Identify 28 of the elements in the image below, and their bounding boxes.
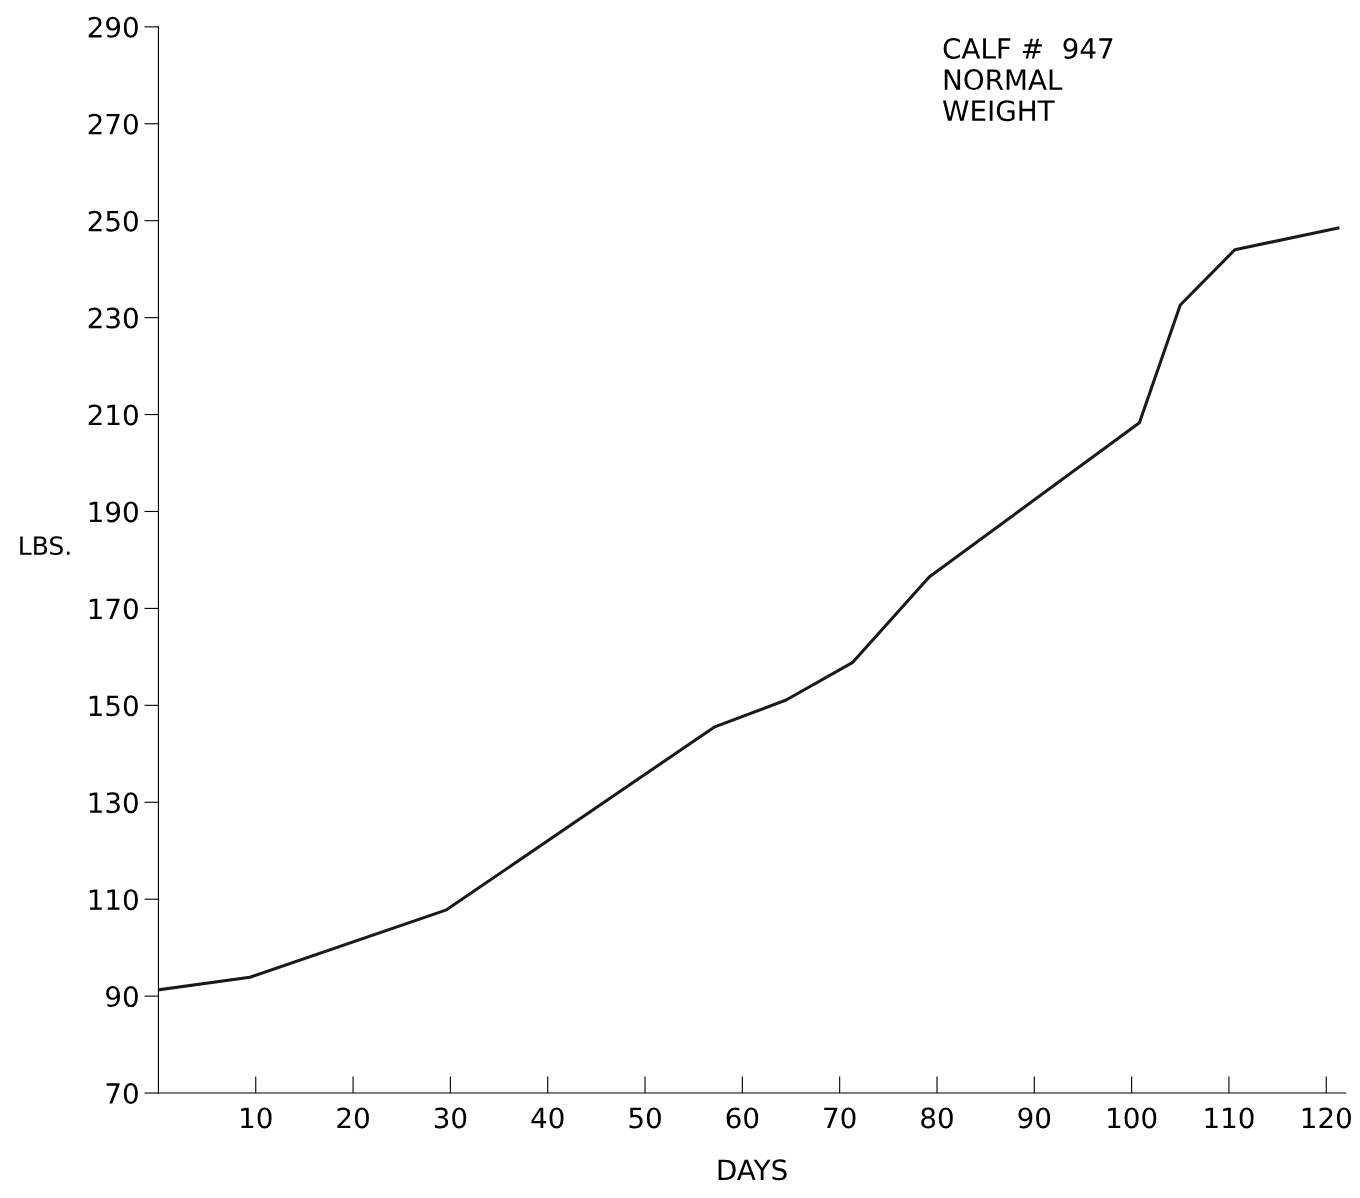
y-tick-label: 290 [88,16,138,38]
x-tick-label: 20 [337,1107,369,1129]
x-tick-label: 50 [629,1107,661,1129]
y-tick-label: 250 [88,210,138,232]
x-tick-label: 60 [726,1107,759,1129]
y-tick-label: 130 [89,792,138,814]
y-tick-label: 70 [106,1082,138,1104]
y-tick-label: 110 [89,889,138,911]
x-tick-label: 40 [531,1107,564,1129]
x-tick-label: 30 [434,1107,467,1129]
x-tick-label: 80 [921,1107,953,1129]
line-series [158,226,1340,992]
y-tick-label: 210 [88,404,138,426]
y-tick-label: 270 [88,113,138,135]
x-tick-label: 90 [1018,1107,1051,1129]
x-axis-title: DAYS [718,1159,787,1181]
y-tick-label: 90 [106,986,138,1008]
y-tick-label: 170 [89,598,138,620]
y-tick-label: 190 [89,501,138,523]
x-tick-label: 10 [241,1107,272,1129]
x-tick-label: 70 [824,1107,856,1129]
x-tick-label: 120 [1302,1107,1351,1129]
x-tick-label: 100 [1108,1107,1157,1129]
x-tick-label: 110 [1205,1107,1254,1129]
annotation: CALF # 947 NORMAL WEIGHT [942,37,1113,122]
y-tick-label: 230 [88,307,138,329]
y-tick-label: 150 [89,695,138,717]
y-axis-title: LBS. [20,536,70,556]
